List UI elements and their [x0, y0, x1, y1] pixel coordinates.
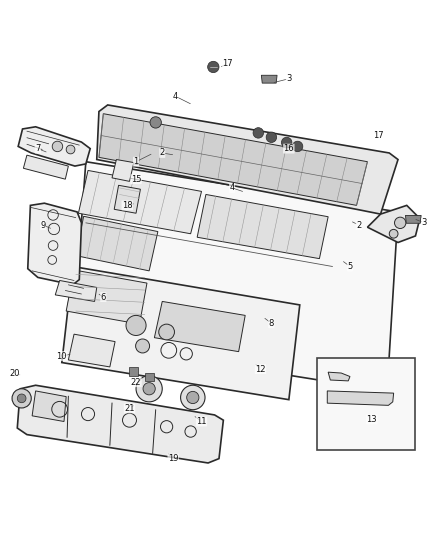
- Polygon shape: [62, 266, 300, 400]
- Circle shape: [126, 316, 146, 335]
- Text: 4: 4: [173, 92, 178, 101]
- Polygon shape: [261, 75, 277, 83]
- Polygon shape: [327, 391, 394, 405]
- Polygon shape: [78, 171, 201, 234]
- Circle shape: [143, 383, 155, 395]
- Polygon shape: [114, 185, 141, 213]
- Polygon shape: [17, 385, 223, 463]
- Text: 8: 8: [268, 319, 274, 328]
- Polygon shape: [28, 203, 81, 285]
- Text: 19: 19: [168, 454, 178, 463]
- Text: 2: 2: [356, 221, 361, 230]
- Text: 13: 13: [367, 415, 377, 424]
- Polygon shape: [406, 215, 421, 223]
- Text: 17: 17: [373, 131, 384, 140]
- Text: 1: 1: [134, 157, 139, 166]
- Circle shape: [136, 376, 162, 402]
- Text: 18: 18: [122, 201, 133, 210]
- Text: 17: 17: [223, 59, 233, 68]
- Circle shape: [395, 217, 406, 229]
- Text: 21: 21: [124, 404, 135, 413]
- Polygon shape: [55, 280, 97, 302]
- Polygon shape: [23, 155, 68, 179]
- Text: 5: 5: [347, 262, 353, 271]
- Polygon shape: [32, 391, 66, 422]
- Text: 3: 3: [421, 219, 427, 228]
- Text: 22: 22: [131, 378, 141, 387]
- Circle shape: [150, 117, 161, 128]
- Circle shape: [208, 61, 219, 72]
- Text: 11: 11: [196, 417, 207, 426]
- Circle shape: [282, 138, 292, 148]
- Circle shape: [52, 141, 63, 152]
- Polygon shape: [130, 367, 138, 376]
- Polygon shape: [76, 216, 158, 271]
- Text: 9: 9: [40, 221, 46, 230]
- Text: 3: 3: [286, 74, 292, 83]
- Polygon shape: [367, 205, 420, 243]
- Polygon shape: [68, 334, 115, 367]
- Text: 10: 10: [57, 351, 67, 360]
- Circle shape: [180, 385, 205, 410]
- Polygon shape: [328, 372, 350, 381]
- Circle shape: [66, 145, 75, 154]
- Text: 16: 16: [283, 144, 294, 153]
- Circle shape: [266, 132, 277, 142]
- Polygon shape: [112, 159, 134, 181]
- Circle shape: [12, 389, 31, 408]
- Circle shape: [187, 391, 199, 403]
- Polygon shape: [66, 270, 147, 324]
- Polygon shape: [73, 161, 398, 391]
- Text: 7: 7: [35, 144, 40, 153]
- Text: 6: 6: [101, 293, 106, 302]
- Polygon shape: [99, 114, 367, 205]
- Polygon shape: [197, 195, 328, 259]
- Text: 2: 2: [159, 149, 165, 157]
- Polygon shape: [145, 373, 153, 381]
- Text: 15: 15: [131, 175, 141, 184]
- Circle shape: [17, 394, 26, 403]
- Text: 20: 20: [10, 369, 20, 378]
- Circle shape: [292, 141, 303, 152]
- Circle shape: [253, 128, 264, 138]
- Polygon shape: [18, 127, 90, 166]
- Circle shape: [159, 324, 174, 340]
- Text: 12: 12: [255, 365, 266, 374]
- FancyBboxPatch shape: [317, 358, 416, 450]
- Circle shape: [389, 229, 398, 238]
- Text: 4: 4: [230, 183, 235, 192]
- Polygon shape: [97, 105, 398, 214]
- Polygon shape: [154, 302, 245, 352]
- Circle shape: [136, 339, 150, 353]
